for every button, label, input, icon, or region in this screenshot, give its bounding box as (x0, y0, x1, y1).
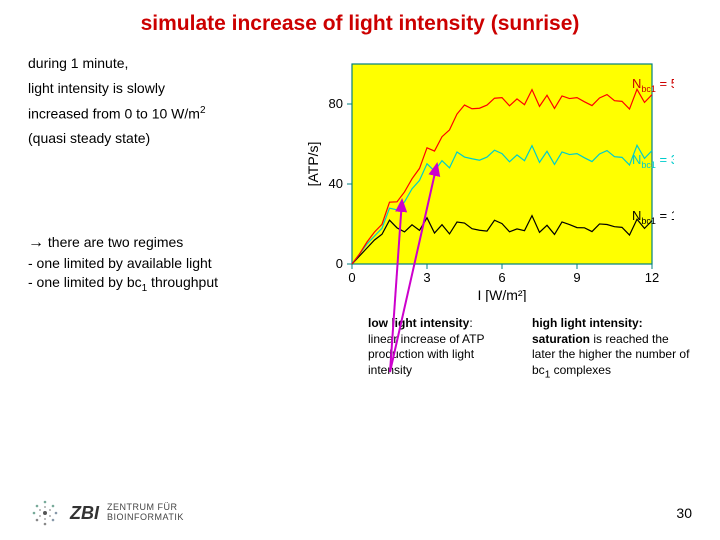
footer-logo: ZBI ZENTRUM FÜR BIOINFORMATIK (28, 496, 184, 530)
svg-text:12: 12 (645, 270, 659, 285)
desc-line-2: light intensity is slowly (28, 79, 288, 98)
svg-text:0: 0 (336, 256, 343, 271)
slide-title: simulate increase of light intensity (su… (28, 12, 692, 36)
svg-text:I [W/m²]: I [W/m²] (478, 287, 527, 302)
svg-text:80: 80 (329, 96, 343, 111)
svg-text:[ATP/s]: [ATP/s] (305, 142, 321, 187)
svg-text:3: 3 (423, 270, 430, 285)
desc-line-4: (quasi steady state) (28, 129, 288, 148)
svg-text:40: 40 (329, 176, 343, 191)
caption-high-intensity: high light intensity: saturation is reac… (532, 316, 692, 381)
logo-icon (28, 496, 62, 530)
desc-line-1: during 1 minute, (28, 54, 288, 73)
desc-line-3: increased from 0 to 10 W/m2 (28, 104, 288, 124)
svg-text:9: 9 (573, 270, 580, 285)
page-number: 30 (676, 505, 692, 521)
chart: 03691204080I [W/m²][ATP/s]Nbc1 = 5Nbc1 =… (304, 54, 674, 302)
regimes-block: → there are two regimes - one limited by… (28, 232, 288, 295)
svg-text:0: 0 (348, 270, 355, 285)
caption-low-intensity: low light intensity: linear increase of … (368, 316, 492, 381)
svg-text:6: 6 (498, 270, 505, 285)
